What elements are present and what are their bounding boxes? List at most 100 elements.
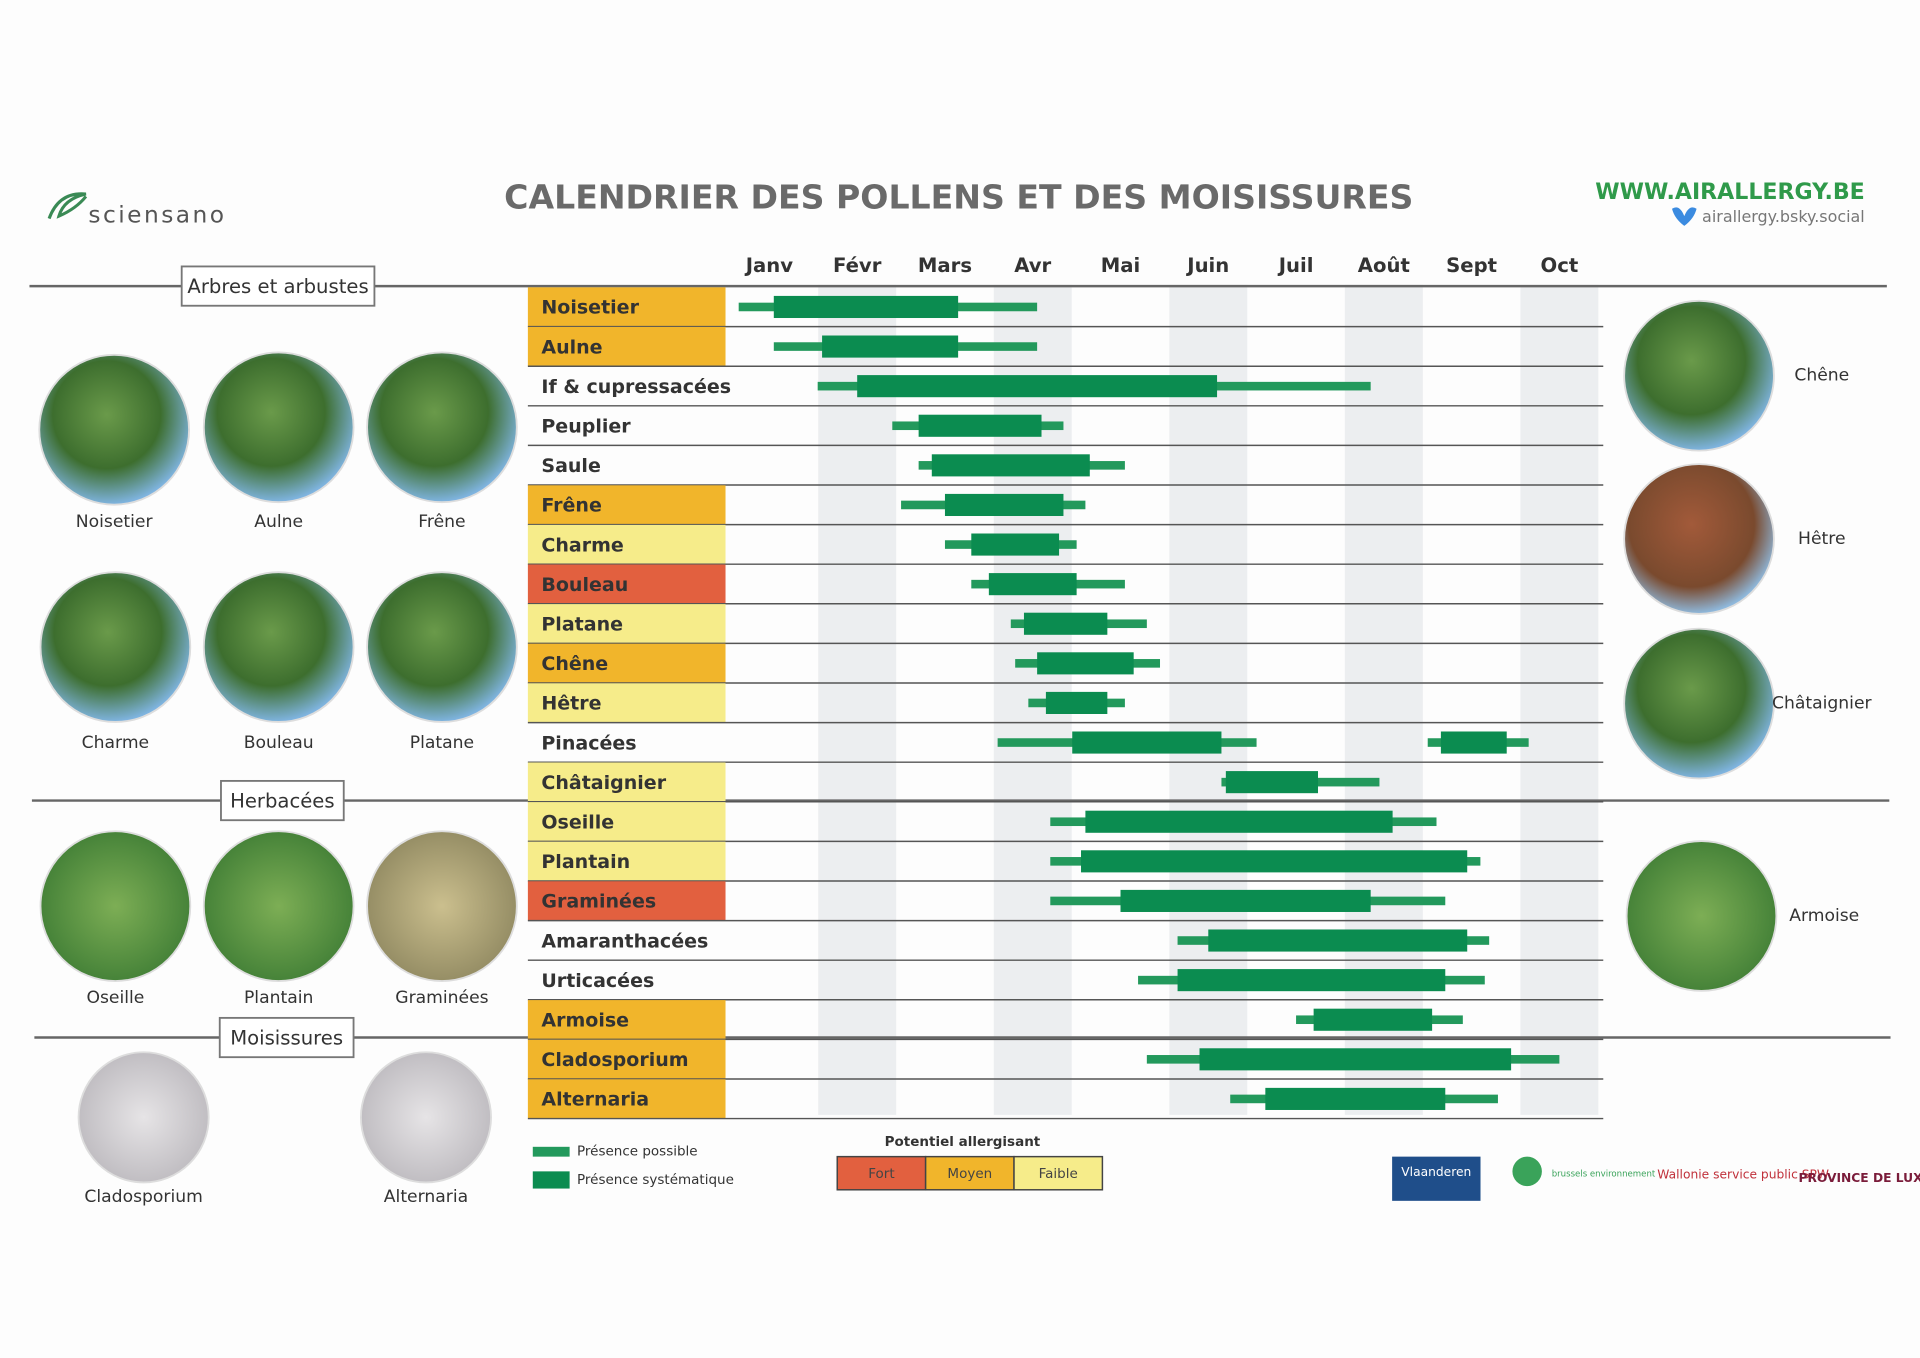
potential-swatch (1013, 1155, 1104, 1191)
month-label: Sept (1446, 254, 1497, 277)
row-label: Aulne (541, 336, 602, 358)
potential-cell (527, 683, 726, 723)
row-label: Pinacées (541, 732, 636, 754)
row-label: Saule (541, 455, 600, 477)
systematic-bar (1199, 1048, 1512, 1071)
photo (39, 571, 192, 723)
row-label: Noisetier (541, 297, 639, 319)
photo (38, 353, 190, 506)
systematic-bar (1072, 731, 1222, 754)
row-label: Armoise (541, 1009, 629, 1031)
systematic-bar (1120, 889, 1371, 912)
photo-caption: Aulne (254, 512, 303, 532)
row-label: Urticacées (541, 970, 654, 992)
photo-caption: Noisetier (76, 512, 154, 532)
section-box (220, 779, 345, 822)
title: CALENDRIER DES POLLENS ET DES MOISISSURE… (504, 177, 1413, 216)
section-title: Herbacées (230, 789, 335, 812)
systematic-bar (1265, 1087, 1446, 1110)
legend-swatch (532, 1146, 570, 1157)
potential-cell (527, 326, 726, 367)
systematic-bar (918, 414, 1042, 437)
legend-label: Présence possible (577, 1144, 698, 1160)
logo-mark (47, 192, 88, 220)
partner-logo (1392, 1156, 1481, 1201)
systematic-bar (988, 573, 1077, 596)
potential-cell (527, 1079, 726, 1119)
potential-cell (527, 1039, 726, 1079)
section-box (180, 265, 376, 307)
potential-label: Moyen (947, 1166, 992, 1182)
month-label: Janv (744, 254, 794, 277)
photo-caption: Plantain (244, 988, 313, 1008)
row-label: Amaranthacées (541, 930, 708, 952)
photo (1625, 840, 1778, 992)
row-label: Platane (541, 613, 623, 635)
website: WWW.AIRALLERGY.BE (1595, 179, 1865, 205)
partners: Vlaanderen brussels environnement Wallon… (1392, 1156, 1920, 1201)
month-label: Mai (1101, 254, 1140, 277)
month-label: Mars (918, 254, 972, 277)
photo (360, 1051, 492, 1184)
row-label: Bouleau (541, 574, 628, 596)
month-label: Avr (1014, 254, 1051, 277)
section-title: Arbres et arbustes (187, 275, 368, 298)
row-label: Graminées (541, 891, 656, 913)
row-label: Chêne (541, 653, 608, 675)
photo (202, 830, 355, 982)
photo-caption: Oseille (86, 988, 144, 1008)
systematic-bar (822, 335, 959, 358)
potential-cell (527, 485, 726, 525)
photo-caption: Frêne (418, 512, 465, 532)
month-label: Oct (1541, 254, 1579, 277)
social-icon (1672, 207, 1697, 226)
row-label: Plantain (541, 851, 630, 873)
month-label: Févr (833, 254, 882, 277)
potential-cell (527, 762, 726, 802)
systematic-bar (1177, 969, 1446, 992)
potential-cell (527, 802, 726, 842)
photo (1623, 627, 1775, 780)
photo (1623, 299, 1775, 452)
systematic-bar (1037, 652, 1134, 675)
photo (1623, 463, 1775, 615)
partner-name: Wallonie service public SPW (1657, 1168, 1829, 1182)
potential-cell (527, 881, 726, 921)
photo-caption: Bouleau (244, 733, 314, 753)
month-shade (818, 284, 897, 1115)
photo-caption: Cladosporium (84, 1187, 202, 1207)
systematic-bar (773, 295, 959, 319)
row-label: Frêne (541, 495, 601, 517)
photo-caption: Hêtre (1798, 529, 1845, 549)
photo (202, 351, 355, 504)
month-label: Juil (1277, 254, 1314, 277)
row-label: If & cupressacées (541, 376, 731, 398)
systematic-bar (971, 533, 1060, 556)
row-label: Alternaria (541, 1089, 649, 1111)
photo-caption: Graminées (395, 988, 488, 1008)
potential-label: Fort (868, 1166, 894, 1182)
logo-text: sciensano (88, 202, 226, 229)
section-title: Moisissures (230, 1026, 343, 1049)
potential-swatch (836, 1155, 927, 1191)
photo-caption: Platane (410, 733, 474, 753)
systematic-bar (1208, 929, 1468, 952)
photo (77, 1051, 210, 1184)
photo (366, 830, 518, 982)
potential-cell (527, 524, 726, 565)
row-label: Châtaignier (541, 772, 666, 794)
legend-label: Présence systématique (577, 1172, 734, 1188)
partner-logo (1512, 1156, 1542, 1187)
row-label: Charme (541, 534, 623, 556)
photo-caption: Alternaria (384, 1187, 468, 1207)
photo-caption: Charme (82, 733, 149, 753)
potential-label: Faible (1039, 1166, 1078, 1182)
systematic-bar (1081, 850, 1468, 873)
systematic-bar (1023, 612, 1108, 635)
partner-name: brussels environnement (1552, 1169, 1656, 1179)
row-label: Hêtre (541, 693, 601, 715)
photo-caption: Châtaignier (1772, 694, 1873, 714)
month-label: Août (1358, 254, 1410, 277)
